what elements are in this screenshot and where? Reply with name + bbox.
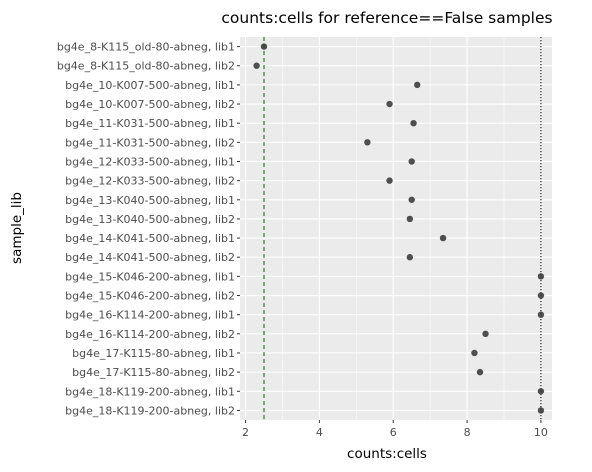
x-axis-ticks: 2 4 6 8 10 xyxy=(242,420,548,439)
x-tick-label: 6 xyxy=(390,426,397,439)
data-point xyxy=(537,388,545,395)
data-point xyxy=(414,81,421,89)
data-point xyxy=(260,43,268,50)
data-points xyxy=(253,43,545,414)
y-tick-label: bg4e_16-K114-200-abneg, lib2 xyxy=(65,328,235,341)
data-point xyxy=(537,311,545,318)
data-point xyxy=(253,62,260,69)
x-tick-label: 10 xyxy=(534,426,548,439)
data-point xyxy=(386,100,393,108)
data-point xyxy=(439,234,447,242)
y-tick-label: bg4e_15-K046-200-abneg, lib1 xyxy=(65,270,235,283)
grid-major xyxy=(240,37,552,420)
y-tick-label: bg4e_12-K033-500-abneg, lib1 xyxy=(65,155,235,168)
data-point xyxy=(386,177,393,184)
y-tick-label: bg4e_16-K114-200-abneg, lib1 xyxy=(65,309,235,322)
y-tick-label: bg4e_15-K046-200-abneg, lib2 xyxy=(65,290,235,303)
y-tick-label: bg4e_10-K007-500-abneg, lib2 xyxy=(65,98,235,111)
data-point xyxy=(537,273,545,280)
y-tick-label: bg4e_10-K007-500-abneg, lib1 xyxy=(65,79,235,92)
y-tick-label: bg4e_12-K033-500-abneg, lib2 xyxy=(65,175,235,188)
data-point xyxy=(408,158,415,165)
x-tick-label: 8 xyxy=(464,426,471,439)
x-axis-title: counts:cells xyxy=(347,446,427,462)
y-tick-label: bg4e_17-K115-80-abneg, lib2 xyxy=(72,366,235,379)
y-tick-label: bg4e_11-K031-500-abneg, lib2 xyxy=(65,136,235,149)
y-axis-ticks: bg4e_8-K115_old-80-abneg, lib1 bg4e_8-K11… xyxy=(57,41,240,417)
data-point xyxy=(406,215,414,223)
y-tick-label: bg4e_18-K119-200-abneg, lib1 xyxy=(65,385,235,398)
y-tick-label: bg4e_8-K115_old-80-abneg, lib2 xyxy=(57,60,235,73)
grid-minor xyxy=(282,37,505,420)
y-tick-label: bg4e_13-K040-500-abneg, lib2 xyxy=(65,213,235,226)
data-point xyxy=(364,139,371,146)
data-point xyxy=(410,119,417,127)
data-point xyxy=(482,330,489,338)
y-tick-label: bg4e_14-K041-500-abneg, lib1 xyxy=(65,232,235,245)
y-tick-label: bg4e_11-K031-500-abneg, lib1 xyxy=(65,117,235,130)
plot-panel xyxy=(240,37,552,420)
data-point xyxy=(471,349,478,357)
y-tick-label: bg4e_14-K041-500-abneg, lib2 xyxy=(65,251,235,264)
x-tick-label: 2 xyxy=(242,426,249,439)
data-point xyxy=(408,196,415,203)
chart-title: counts:cells for reference==False sample… xyxy=(221,9,552,27)
y-axis-title: sample_lib xyxy=(9,192,25,264)
y-tick-label: bg4e_17-K115-80-abneg, lib1 xyxy=(72,347,235,360)
y-tick-label: bg4e_13-K040-500-abneg, lib1 xyxy=(65,194,235,207)
y-tick-label: bg4e_18-K119-200-abneg, lib2 xyxy=(65,404,235,417)
data-point xyxy=(537,407,545,414)
data-point xyxy=(406,254,414,261)
y-tick-label: bg4e_8-K115_old-80-abneg, lib1 xyxy=(57,41,235,54)
data-point xyxy=(476,368,484,376)
x-tick-label: 4 xyxy=(316,426,323,439)
reference-lines xyxy=(263,37,542,420)
data-point xyxy=(537,292,545,299)
